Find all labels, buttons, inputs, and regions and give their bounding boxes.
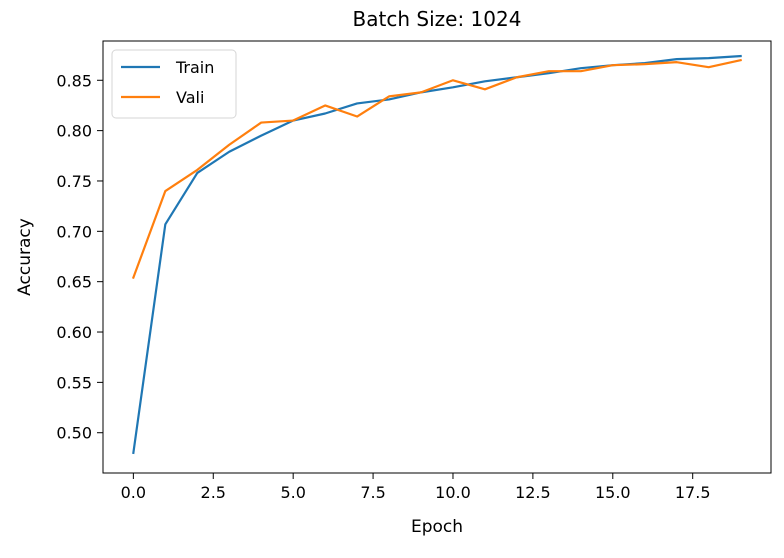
x-tick-label: 17.5 <box>675 483 711 502</box>
series-line-vali <box>131 58 742 280</box>
y-tick-label: 0.85 <box>56 71 92 90</box>
plot-area-frame <box>102 40 772 474</box>
legend-box <box>111 49 237 119</box>
x-axis-label: Epoch <box>411 517 463 537</box>
y-tick-label: 0.70 <box>56 222 92 241</box>
x-tick-label: 15.0 <box>595 483 631 502</box>
y-tick-label: 0.60 <box>56 323 92 342</box>
series-layer <box>131 54 742 455</box>
x-tick-label: 10.0 <box>435 483 471 502</box>
y-tick-label: 0.55 <box>56 373 92 392</box>
x-tick-label: 0.0 <box>121 483 146 502</box>
y-axis: 0.50 0.55 0.60 0.65 0.70 0.75 0.80 0.85 <box>56 71 103 443</box>
y-tick-label: 0.50 <box>56 424 92 443</box>
x-tick-label: 12.5 <box>515 483 551 502</box>
y-tick-label: 0.75 <box>56 172 92 191</box>
x-tick-label: 5.0 <box>280 483 305 502</box>
x-tick-label: 2.5 <box>201 483 226 502</box>
y-tick-label: 0.80 <box>56 122 92 141</box>
legend-label-vali: Vali <box>176 88 204 107</box>
y-tick-label: 0.65 <box>56 273 92 292</box>
legend-label-train: Train <box>175 58 214 77</box>
x-tick-label: 7.5 <box>360 483 385 502</box>
legend: Train Vali <box>111 49 237 119</box>
x-axis: 0.0 2.5 5.0 7.5 10.0 12.5 15.0 17.5 <box>121 473 711 502</box>
chart-title: Batch Size: 1024 <box>353 7 522 31</box>
y-axis-label: Accuracy <box>15 218 35 296</box>
